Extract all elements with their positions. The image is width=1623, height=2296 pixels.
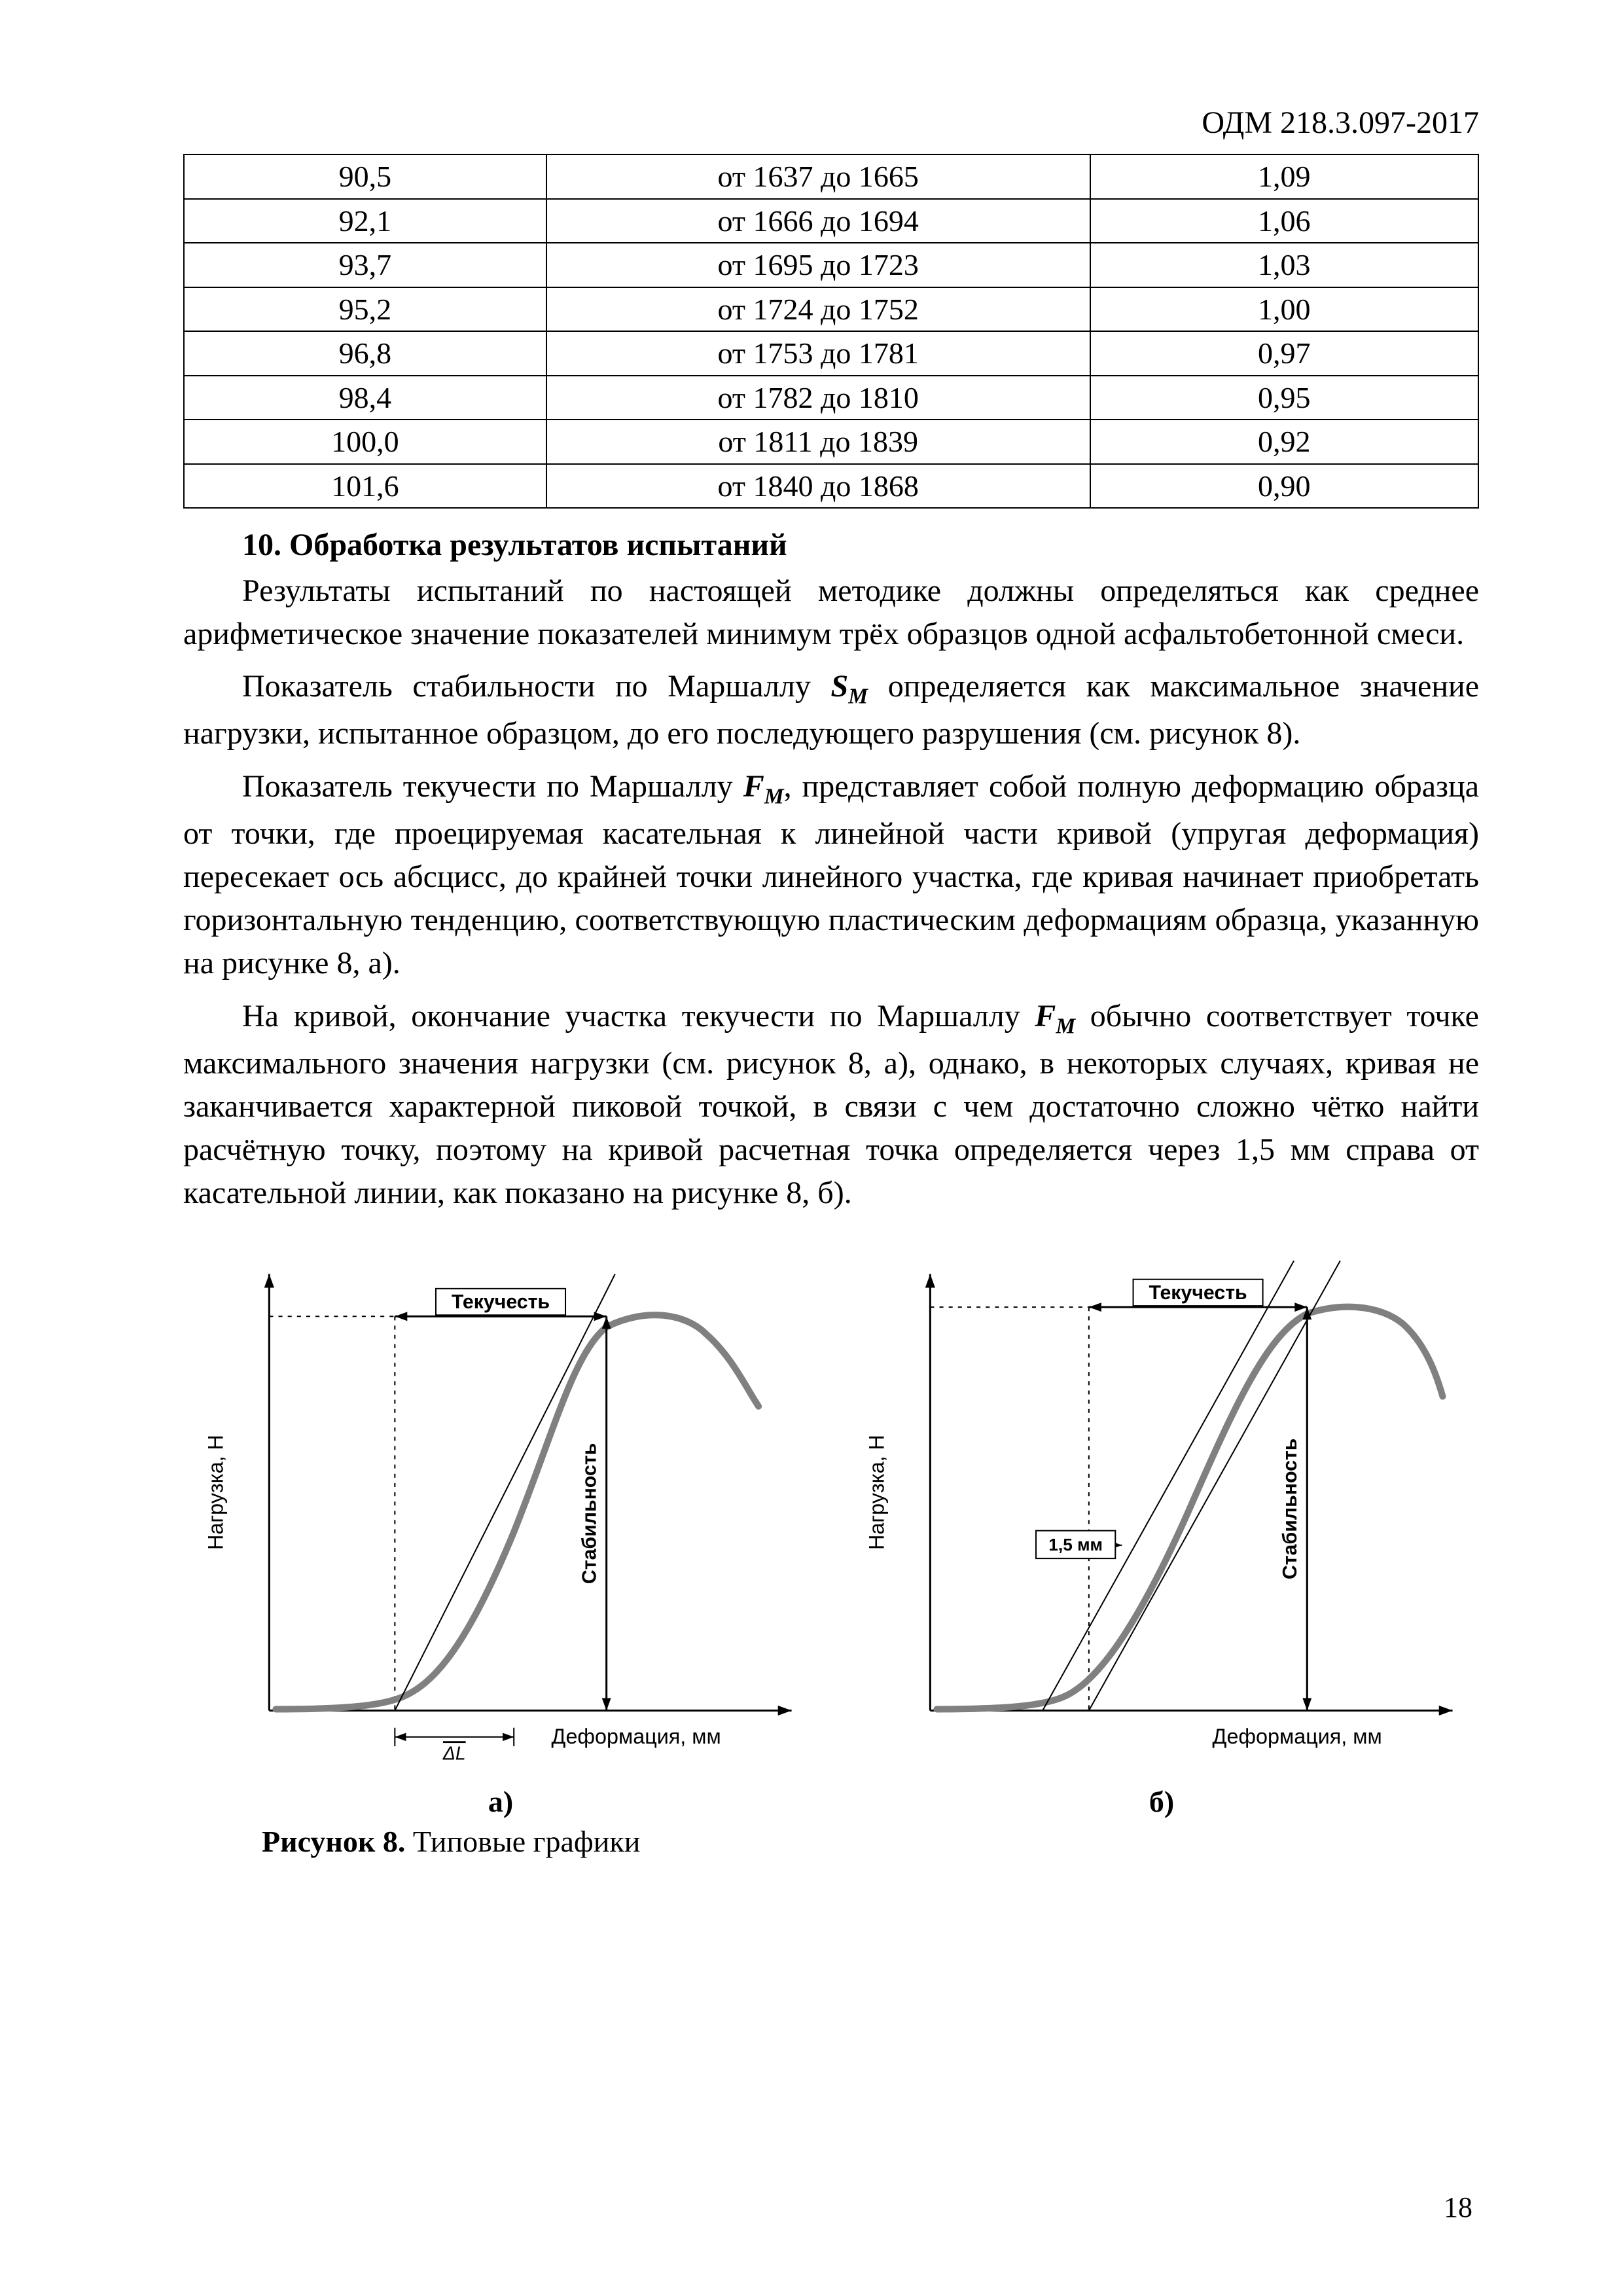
table-cell: 100,0	[184, 420, 546, 464]
table-cell: 101,6	[184, 464, 546, 509]
figure-row: Стабильность Текучесть ΔL Нагрузка, Н Деформ…	[183, 1234, 1479, 1819]
svg-text:Стабильность: Стабильность	[579, 1443, 600, 1585]
table-row: 93,7от 1695 до 17231,03	[184, 243, 1478, 287]
table-cell: 1,06	[1090, 199, 1478, 243]
figure-caption: Рисунок 8. Типовые графики	[183, 1824, 1479, 1859]
table-row: 95,2от 1724 до 17521,00	[184, 287, 1478, 332]
section-title: 10. Обработка результатов испытаний	[183, 527, 1479, 563]
table-cell: от 1811 до 1839	[546, 420, 1090, 464]
document-number: ОДМ 218.3.097-2017	[183, 105, 1479, 141]
page: ОДМ 218.3.097-2017 90,5от 1637 до 16651,…	[0, 0, 1623, 2296]
svg-text:ΔL: ΔL	[442, 1743, 466, 1764]
paragraph-1: Результаты испытаний по настоящей методи…	[183, 569, 1479, 656]
table-cell: 1,03	[1090, 243, 1478, 287]
table-row: 90,5от 1637 до 16651,09	[184, 154, 1478, 199]
table-cell: от 1840 до 1868	[546, 464, 1090, 509]
svg-text:Деформация, мм: Деформация, мм	[1213, 1725, 1382, 1748]
chart-b-svg: Стабильность Текучесть 1,5 мм Нагрузка, Н Де…	[844, 1234, 1479, 1777]
paragraph-4: На кривой, окончание участка текучести п…	[183, 995, 1479, 1215]
symbol-sm: SM	[831, 669, 868, 704]
figure-caption-bold: Рисунок 8.	[262, 1825, 405, 1858]
p2-text-a: Показатель стабильности по Маршаллу	[242, 669, 831, 704]
table-cell: 90,5	[184, 154, 546, 199]
figure-b: Стабильность Текучесть 1,5 мм Нагрузка, Н Де…	[844, 1234, 1479, 1819]
table-cell: 0,97	[1090, 331, 1478, 376]
svg-text:Текучесть: Текучесть	[452, 1292, 550, 1314]
table-cell: 0,90	[1090, 464, 1478, 509]
page-number: 18	[1444, 2191, 1472, 2224]
figure-caption-rest: Типовые графики	[405, 1825, 640, 1858]
svg-text:Деформация, мм: Деформация, мм	[552, 1725, 721, 1748]
table-cell: от 1782 до 1810	[546, 376, 1090, 420]
table-row: 101,6от 1840 до 18680,90	[184, 464, 1478, 509]
svg-text:Нагрузка, Н: Нагрузка, Н	[865, 1435, 889, 1551]
svg-text:Нагрузка, Н: Нагрузка, Н	[204, 1435, 228, 1551]
table-cell: от 1666 до 1694	[546, 199, 1090, 243]
table-cell: от 1724 до 1752	[546, 287, 1090, 332]
table-row: 92,1от 1666 до 16941,06	[184, 199, 1478, 243]
table-cell: 96,8	[184, 331, 546, 376]
figure-b-label: б)	[1149, 1784, 1174, 1819]
svg-text:Стабильность: Стабильность	[1279, 1439, 1301, 1580]
table-cell: 0,92	[1090, 420, 1478, 464]
table-row: 98,4от 1782 до 18100,95	[184, 376, 1478, 420]
table-cell: от 1753 до 1781	[546, 331, 1090, 376]
p4-text-a: На кривой, окончание участка текучести п…	[242, 999, 1035, 1033]
symbol-fm-2: FM	[1035, 999, 1075, 1033]
p3-text-a: Показатель текучести по Маршаллу	[242, 769, 743, 804]
svg-text:1,5 мм: 1,5 мм	[1048, 1535, 1103, 1554]
chart-a-svg: Стабильность Текучесть ΔL Нагрузка, Н Деформ…	[183, 1234, 818, 1777]
table-cell: от 1695 до 1723	[546, 243, 1090, 287]
svg-text:Текучесть: Текучесть	[1149, 1282, 1247, 1304]
symbol-fm-1: FM	[743, 769, 784, 804]
table-cell: 93,7	[184, 243, 546, 287]
table-row: 96,8от 1753 до 17810,97	[184, 331, 1478, 376]
figure-a-label: а)	[488, 1784, 513, 1819]
table-cell: 95,2	[184, 287, 546, 332]
table-cell: 1,09	[1090, 154, 1478, 199]
table-cell: от 1637 до 1665	[546, 154, 1090, 199]
table-cell: 0,95	[1090, 376, 1478, 420]
figure-a: Стабильность Текучесть ΔL Нагрузка, Н Деформ…	[183, 1234, 818, 1819]
paragraph-2: Показатель стабильности по Маршаллу SM о…	[183, 665, 1479, 755]
correction-table: 90,5от 1637 до 16651,0992,1от 1666 до 16…	[183, 154, 1479, 509]
table-cell: 98,4	[184, 376, 546, 420]
table-row: 100,0от 1811 до 18390,92	[184, 420, 1478, 464]
table-cell: 1,00	[1090, 287, 1478, 332]
paragraph-3: Показатель текучести по Маршаллу FM, пре…	[183, 765, 1479, 986]
table-cell: 92,1	[184, 199, 546, 243]
